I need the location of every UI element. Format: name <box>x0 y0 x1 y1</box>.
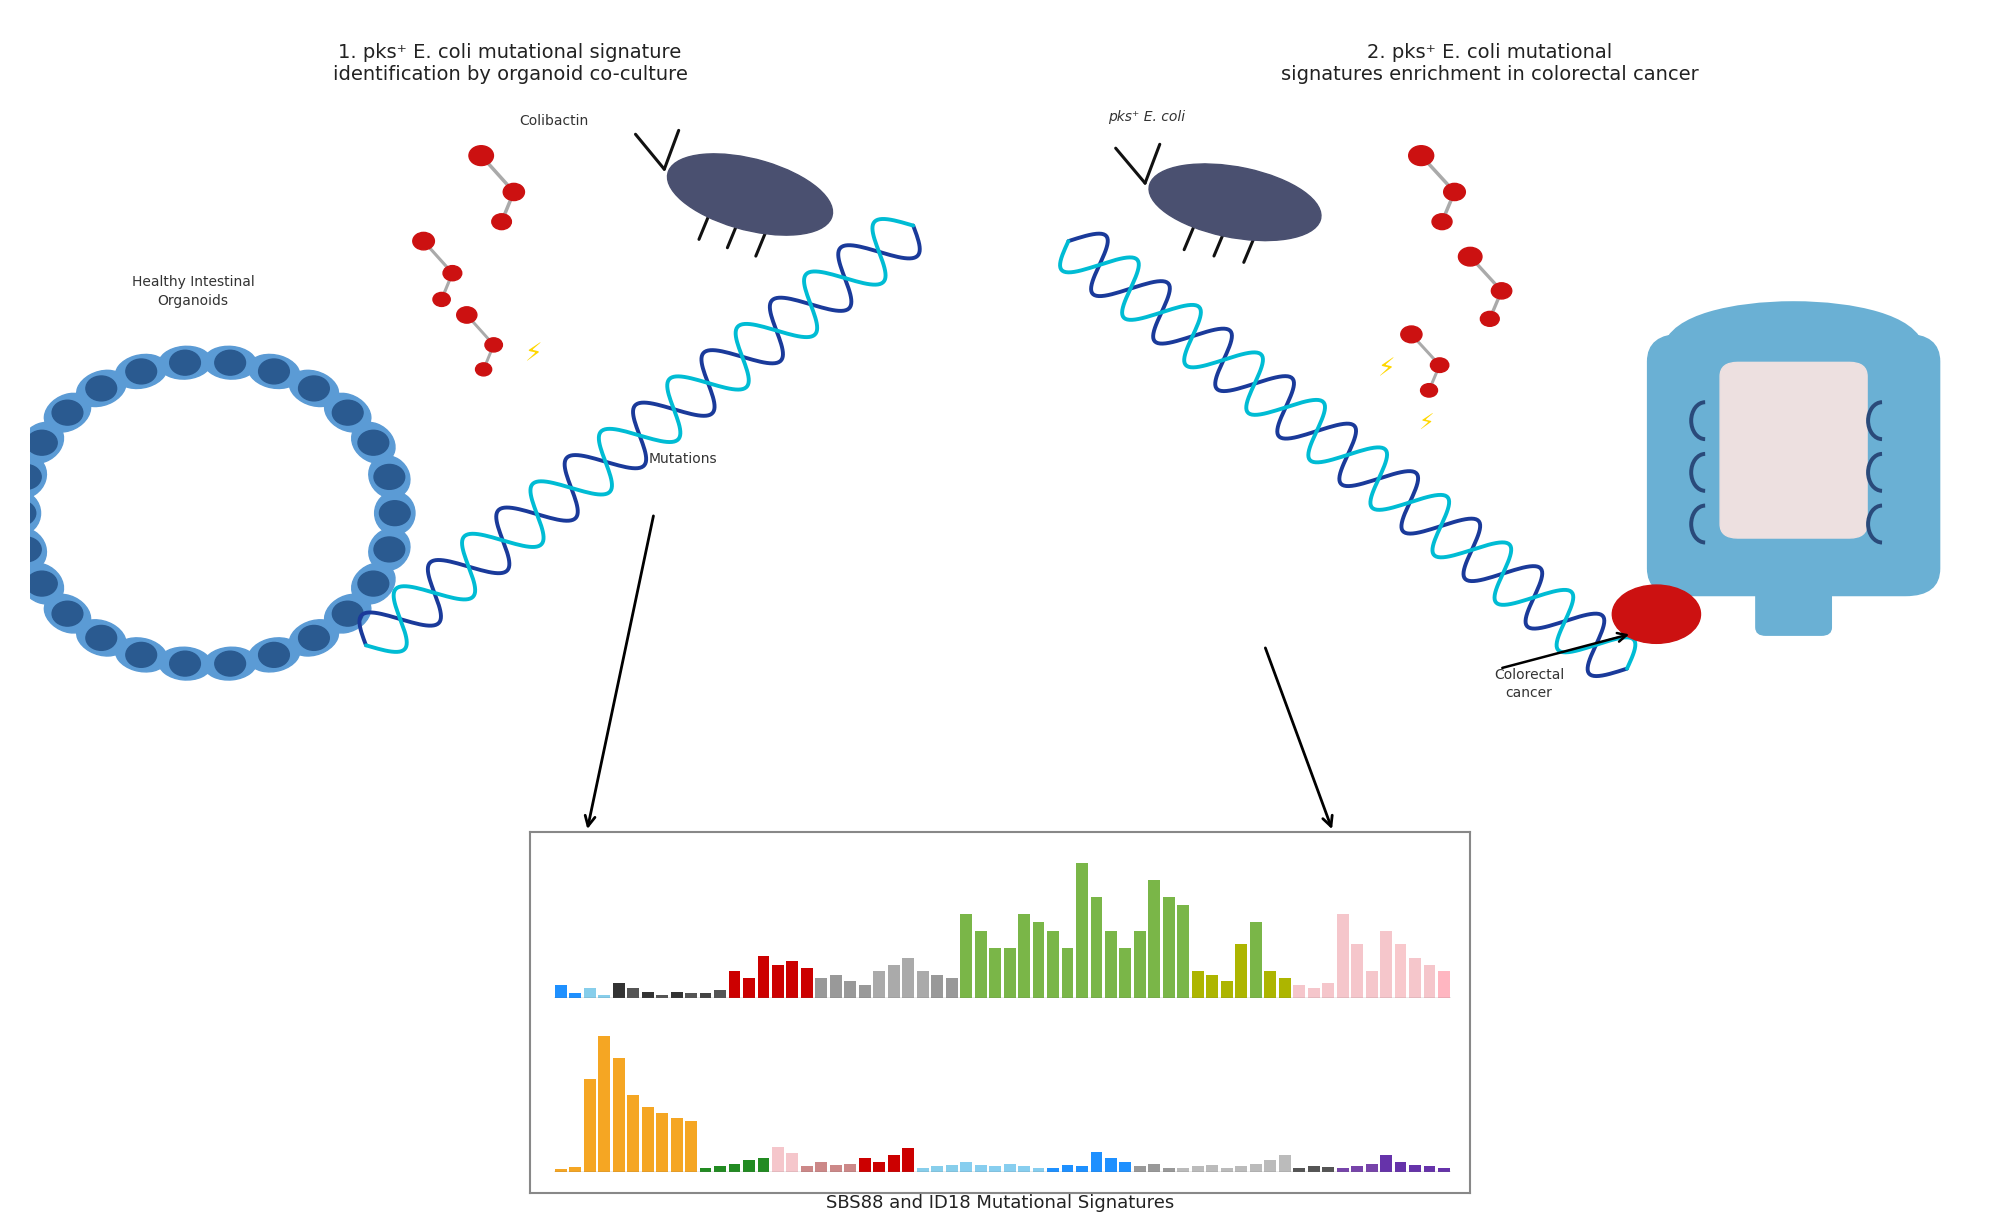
Circle shape <box>86 625 116 650</box>
Ellipse shape <box>668 154 832 235</box>
Circle shape <box>170 350 200 375</box>
Ellipse shape <box>352 422 396 463</box>
Ellipse shape <box>116 355 166 388</box>
Ellipse shape <box>204 647 256 681</box>
Text: pks⁺ E. coli: pks⁺ E. coli <box>1108 110 1184 124</box>
Circle shape <box>126 359 156 384</box>
Text: 2. pks⁺ E. coli mutational
signatures enrichment in colorectal cancer: 2. pks⁺ E. coli mutational signatures en… <box>1282 43 1698 83</box>
Circle shape <box>214 350 246 375</box>
Circle shape <box>358 431 388 455</box>
Circle shape <box>492 214 512 230</box>
Ellipse shape <box>76 619 126 656</box>
Ellipse shape <box>290 619 338 656</box>
Circle shape <box>86 376 116 401</box>
FancyBboxPatch shape <box>1648 334 1940 596</box>
Circle shape <box>332 601 364 627</box>
Circle shape <box>1430 357 1448 372</box>
Text: ⚡: ⚡ <box>1418 414 1434 433</box>
Circle shape <box>1408 146 1434 165</box>
Circle shape <box>1480 311 1500 327</box>
Circle shape <box>358 572 388 596</box>
Circle shape <box>456 307 476 323</box>
Circle shape <box>468 146 494 165</box>
Text: ⚡: ⚡ <box>526 341 542 366</box>
Circle shape <box>1458 247 1482 266</box>
Circle shape <box>298 625 330 650</box>
Ellipse shape <box>368 529 410 570</box>
Circle shape <box>476 362 492 376</box>
Ellipse shape <box>44 595 90 633</box>
Circle shape <box>26 572 58 596</box>
Circle shape <box>374 537 404 562</box>
Circle shape <box>374 464 404 490</box>
Ellipse shape <box>1150 164 1320 241</box>
Circle shape <box>1400 326 1422 343</box>
Circle shape <box>170 651 200 676</box>
Ellipse shape <box>368 455 410 498</box>
Ellipse shape <box>158 647 212 681</box>
Circle shape <box>6 501 36 525</box>
Ellipse shape <box>158 346 212 379</box>
Circle shape <box>52 400 82 425</box>
Ellipse shape <box>248 638 300 672</box>
Ellipse shape <box>204 346 256 379</box>
Circle shape <box>258 359 290 384</box>
Circle shape <box>432 293 450 306</box>
Circle shape <box>484 338 502 353</box>
Circle shape <box>504 184 524 201</box>
Circle shape <box>444 266 462 280</box>
Text: ⚡: ⚡ <box>1378 357 1396 382</box>
Ellipse shape <box>0 492 40 535</box>
Circle shape <box>412 233 434 250</box>
Ellipse shape <box>44 393 90 432</box>
Ellipse shape <box>20 563 64 603</box>
Circle shape <box>298 376 330 401</box>
Ellipse shape <box>374 492 414 535</box>
Circle shape <box>258 643 290 667</box>
Circle shape <box>380 501 410 525</box>
FancyBboxPatch shape <box>1720 362 1868 539</box>
Circle shape <box>44 381 370 645</box>
Circle shape <box>332 400 364 425</box>
Circle shape <box>1432 214 1452 230</box>
Circle shape <box>214 651 246 676</box>
Ellipse shape <box>76 371 126 406</box>
Circle shape <box>10 464 42 490</box>
Text: 1. pks⁺ E. coli mutational signature
identification by organoid co-culture: 1. pks⁺ E. coli mutational signature ide… <box>332 43 688 83</box>
Ellipse shape <box>352 563 396 603</box>
Ellipse shape <box>324 393 370 432</box>
Circle shape <box>1800 547 1852 589</box>
Circle shape <box>10 537 42 562</box>
Ellipse shape <box>290 371 338 406</box>
Text: SBS88 and ID18 Mutational Signatures: SBS88 and ID18 Mutational Signatures <box>826 1193 1174 1212</box>
Circle shape <box>52 601 82 627</box>
Ellipse shape <box>1612 585 1700 644</box>
Circle shape <box>1492 283 1512 299</box>
Ellipse shape <box>6 455 46 498</box>
Text: Mutations: Mutations <box>648 452 718 466</box>
Text: Healthy Intestinal
Organoids: Healthy Intestinal Organoids <box>132 275 254 308</box>
Text: Colibactin: Colibactin <box>520 114 588 127</box>
Ellipse shape <box>324 595 370 633</box>
Ellipse shape <box>20 422 64 463</box>
Circle shape <box>1420 383 1438 397</box>
Ellipse shape <box>116 638 166 672</box>
FancyBboxPatch shape <box>1756 553 1832 635</box>
Text: Colorectal
cancer: Colorectal cancer <box>1494 668 1564 700</box>
Circle shape <box>26 431 58 455</box>
Circle shape <box>126 643 156 667</box>
Ellipse shape <box>6 529 46 570</box>
Circle shape <box>1444 184 1466 201</box>
Ellipse shape <box>248 355 300 388</box>
